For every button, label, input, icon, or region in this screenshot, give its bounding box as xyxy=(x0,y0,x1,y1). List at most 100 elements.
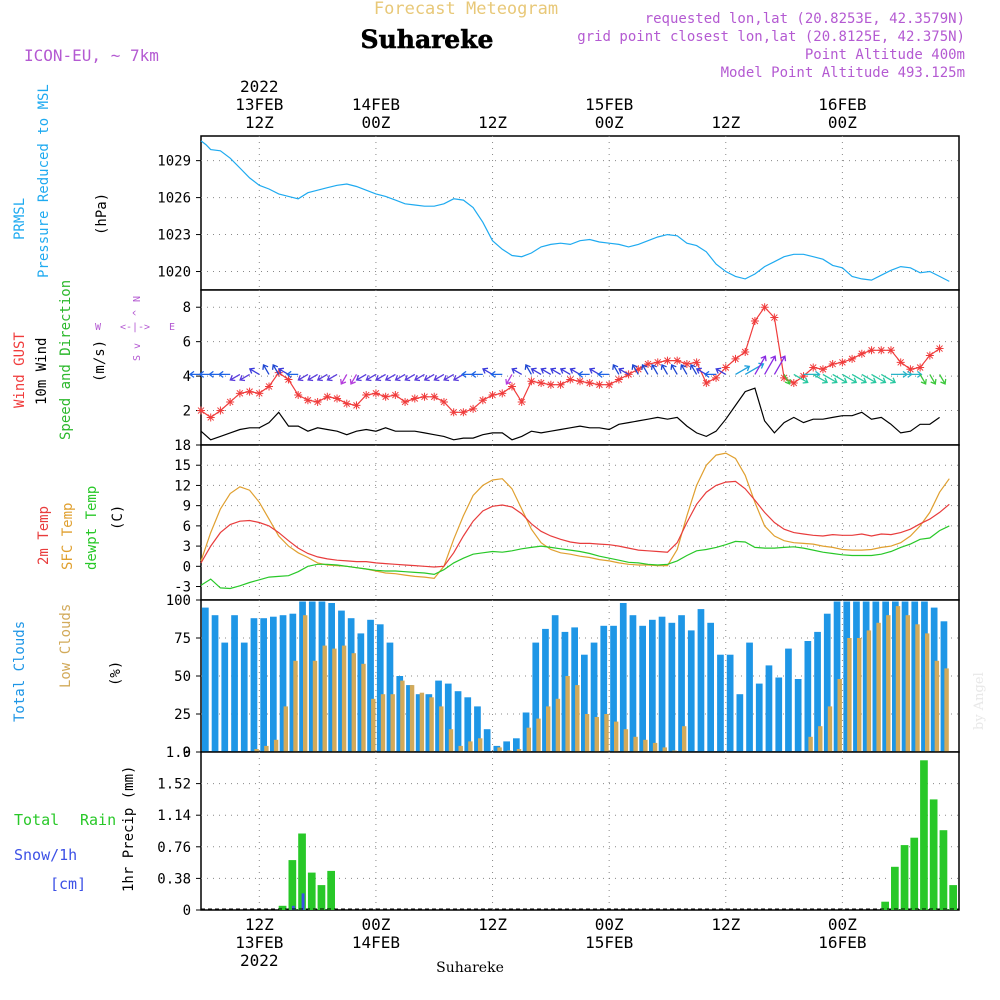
low-cloud-bar xyxy=(808,736,813,752)
wind-direction-arrow xyxy=(239,373,250,382)
top-time-label: 00Z xyxy=(595,113,624,132)
low-cloud-bar xyxy=(361,663,366,752)
gust-marker xyxy=(857,349,866,358)
dewpt-line xyxy=(200,525,950,590)
top-time-label: 12Z xyxy=(245,113,274,132)
total-cloud-bar xyxy=(872,601,880,752)
low-cloud-bar xyxy=(565,676,570,752)
gust-marker xyxy=(430,392,439,401)
gust-marker xyxy=(197,406,205,415)
low-cloud-bar xyxy=(526,727,531,752)
model-label: ICON-EU, ~ 7km xyxy=(24,46,159,65)
wind-direction-arrow xyxy=(414,373,425,382)
gust-marker xyxy=(828,360,837,369)
wind-direction-arrow xyxy=(880,373,897,384)
low-cloud-bar xyxy=(341,645,347,752)
clouds-label-low: Low Clouds xyxy=(58,604,74,688)
low-cloud-bar xyxy=(905,615,910,752)
gust-marker xyxy=(410,394,419,403)
total-cloud-bar xyxy=(279,615,287,752)
total-cloud-bar xyxy=(211,615,219,752)
low-cloud-bar xyxy=(895,606,901,752)
bottom-time-label: 12Z xyxy=(711,915,740,934)
compass-we-arrows: <-|-> xyxy=(120,322,150,333)
wind-direction-arrow xyxy=(689,363,698,375)
low-cloud-bar xyxy=(575,685,580,752)
low-cloud-bar xyxy=(925,633,930,752)
gust-marker xyxy=(459,408,468,417)
gust-marker xyxy=(595,380,604,389)
total-cloud-bar xyxy=(600,625,608,752)
wind-direction-arrow xyxy=(218,370,231,378)
wind-direction-arrow xyxy=(452,373,464,382)
precipitation-ytick-label: 1.9 xyxy=(166,745,191,761)
total-cloud-bar xyxy=(639,625,646,752)
gust-marker xyxy=(634,365,643,374)
low-cloud-bar xyxy=(633,736,638,752)
low-cloud-bar xyxy=(439,706,444,752)
compass-w: W xyxy=(95,322,102,333)
gust-marker xyxy=(449,408,458,417)
total-cloud-bar xyxy=(551,615,559,752)
wind-label-gust: Wind GUST xyxy=(12,332,28,408)
total-cloud-bar xyxy=(561,631,569,752)
total-cloud-bar xyxy=(668,622,676,752)
pressure-ytick-label: 1029 xyxy=(157,154,191,170)
total-cloud-bar xyxy=(289,613,297,752)
rain-bar xyxy=(278,905,287,910)
gust-marker xyxy=(848,354,857,363)
low-cloud-bar xyxy=(944,668,949,752)
low-cloud-bar xyxy=(915,624,920,752)
wind-direction-arrow xyxy=(340,374,348,385)
gust-marker xyxy=(916,363,925,372)
pressure-label-prmsl: PRMSL xyxy=(12,198,28,240)
precip-panel: 0 0.38 0.76 1.14 1.52 1.9 xyxy=(157,745,960,919)
gust-marker xyxy=(566,375,575,384)
low-cloud-bar xyxy=(448,729,454,752)
rain-bar xyxy=(891,866,899,910)
wind-direction-arrow xyxy=(375,373,386,382)
wind-direction-arrow xyxy=(316,373,328,382)
total-cloud-bar xyxy=(853,601,860,752)
wind-direction-arrow xyxy=(704,370,717,378)
wind-direction-arrow xyxy=(919,374,927,385)
total-cloud-bar xyxy=(717,654,724,752)
temperature-ytick-label: 18 xyxy=(174,438,191,454)
total-cloud-bar xyxy=(357,633,365,752)
gust-marker xyxy=(731,354,740,363)
total-cloud-bar xyxy=(338,610,345,752)
low-cloud-bar xyxy=(886,615,891,752)
temperature-frame xyxy=(200,444,960,601)
total-cloud-bar xyxy=(367,619,374,752)
pressure-unit: (hPa) xyxy=(94,193,110,235)
gust-marker xyxy=(605,380,614,389)
gust-marker xyxy=(750,317,759,325)
bottom-day-label: 14FEB xyxy=(352,933,400,952)
wind-direction-arrow xyxy=(670,363,678,375)
gust-marker xyxy=(537,379,546,387)
temp-label-dewpt: dewpt Temp xyxy=(84,486,100,570)
total-cloud-bar xyxy=(736,694,744,752)
precipitation-ytick-label: 1.52 xyxy=(157,777,191,793)
wind-direction-arrow xyxy=(793,373,809,384)
gust-marker xyxy=(799,372,808,381)
low-cloud-bar xyxy=(662,747,667,752)
gust-marker xyxy=(935,344,944,353)
wind-frame xyxy=(200,289,960,446)
wind-panel: 2 4 6 8 xyxy=(183,289,960,446)
low-cloud-bar xyxy=(555,698,561,752)
wind-direction-arrow xyxy=(929,374,937,385)
wind-direction-arrow xyxy=(641,363,649,375)
wind-direction-arrow xyxy=(754,355,767,375)
total-cloud-bar xyxy=(522,712,530,752)
wind-direction-arrow xyxy=(680,363,688,375)
low-cloud-bar xyxy=(371,698,376,752)
wind-ytick-label: 2 xyxy=(183,404,191,420)
wind-direction-arrow xyxy=(297,373,309,382)
wind-direction-arrow xyxy=(384,373,396,382)
low-cloud-bar xyxy=(332,648,337,752)
total-cloud-bar xyxy=(240,642,248,752)
total-cloud-bar xyxy=(862,601,870,752)
pressure-ytick-label: 1026 xyxy=(157,191,191,207)
wind-direction-arrow xyxy=(764,355,777,375)
